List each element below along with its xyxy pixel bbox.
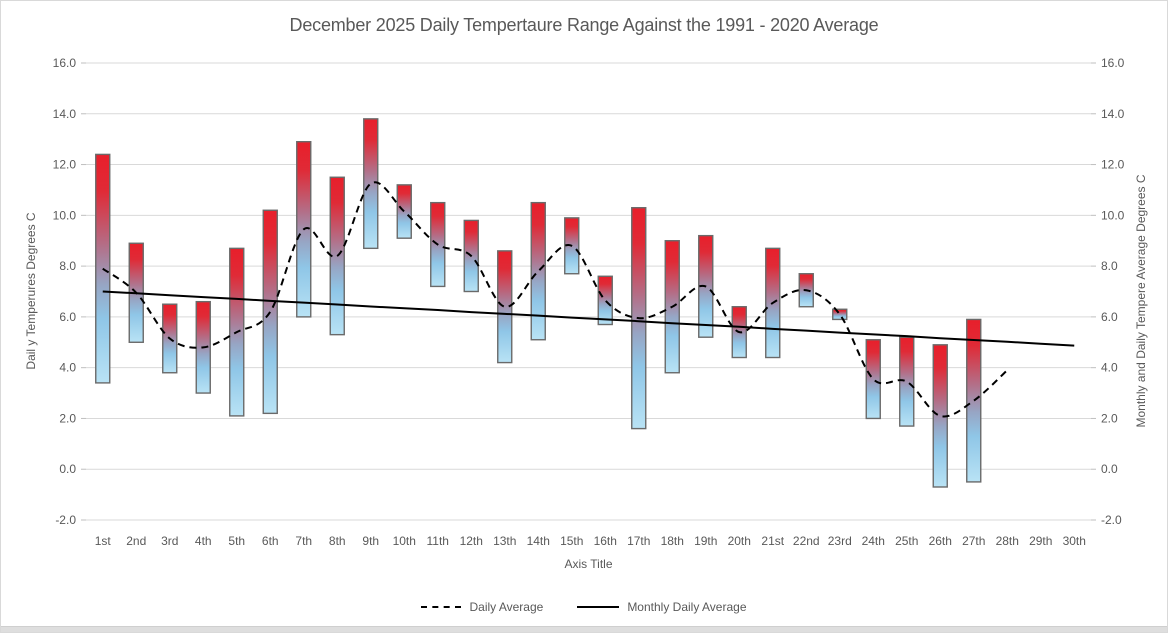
y-tick-label-right: 4.0: [1101, 361, 1118, 375]
x-tick-label: 4th: [195, 534, 212, 548]
x-tick-label: 1st: [95, 534, 112, 548]
x-tick-label: 29th: [1029, 534, 1052, 548]
x-tick-label: 9th: [362, 534, 379, 548]
range-bar-10th: [396, 184, 412, 239]
y-tick-label-left: 12.0: [53, 158, 77, 172]
x-tick-label: 5th: [228, 534, 245, 548]
x-tick-label: 12th: [460, 534, 483, 548]
y-tick-label-right: 2.0: [1101, 411, 1118, 425]
range-bar-14th: [530, 201, 546, 341]
x-tick-label: 18th: [661, 534, 684, 548]
solid-line-sample: [577, 606, 620, 608]
x-tick-label: 23rd: [828, 534, 852, 548]
range-bar-13th: [497, 250, 513, 364]
range-bar-16th: [597, 275, 613, 326]
x-tick-label: 16th: [594, 534, 617, 548]
y-tick-label-left: 16.0: [53, 56, 77, 70]
x-tick-label: 11th: [427, 534, 449, 548]
y-tick-label-right: 12.0: [1101, 158, 1125, 172]
x-tick-label: 19th: [694, 534, 717, 548]
y-tick-label-right: 8.0: [1101, 259, 1118, 273]
x-tick-label: 22nd: [793, 534, 820, 548]
y-tick-label-left: 14.0: [53, 107, 77, 121]
range-bar-24th: [865, 339, 881, 420]
y-tick-label-left: 0.0: [59, 462, 76, 476]
y-tick-label-left: 4.0: [59, 361, 76, 375]
y-tick-label-left: 8.0: [59, 259, 76, 273]
x-tick-label: 28th: [996, 534, 1019, 548]
x-tick-label: 26th: [929, 534, 952, 548]
x-tick-label: 24th: [862, 534, 885, 548]
y-tick-label-right: 14.0: [1101, 107, 1125, 121]
daily-average-line: [102, 181, 1008, 418]
x-axis-title: Axis Title: [564, 557, 613, 571]
x-tick-label: 25th: [895, 534, 918, 548]
x-tick-label: 10th: [393, 534, 416, 548]
monthly-daily-average-line: [102, 290, 1075, 347]
x-tick-label: 3rd: [161, 534, 178, 548]
range-bar-6th: [262, 209, 278, 415]
y-tick-label-left: 6.0: [59, 310, 76, 324]
legend-label-daily-average: Daily Average: [469, 600, 544, 614]
x-tick-label: 14th: [527, 534, 550, 548]
y-tick-label-left: 2.0: [59, 411, 76, 425]
chart-title: December 2025 Daily Tempertaure Range Ag…: [289, 15, 879, 35]
y-tick-label-right: 10.0: [1101, 208, 1125, 222]
x-tick-label: 21st: [761, 534, 784, 548]
y-tick-label-right: 0.0: [1101, 462, 1118, 476]
x-tick-label: 6th: [262, 534, 279, 548]
x-tick-label: 30th: [1063, 534, 1086, 548]
x-tick-label: 20th: [728, 534, 751, 548]
x-tick-label: 13th: [493, 534, 516, 548]
y-tick-label-right: -2.0: [1101, 513, 1122, 527]
legend: Daily Average Monthly Daily Average: [1, 600, 1167, 614]
legend-item-monthly-daily-average: Monthly Daily Average: [577, 600, 747, 614]
range-bar-23rd: [832, 308, 848, 321]
range-bar-25th: [899, 336, 915, 427]
y-tick-label-left: 10.0: [53, 208, 77, 222]
x-tick-label: 17th: [627, 534, 650, 548]
y-tick-label-right: 16.0: [1101, 56, 1125, 70]
x-tick-label: 15th: [560, 534, 583, 548]
x-tick-label: 8th: [329, 534, 346, 548]
bottom-strip: [1, 626, 1167, 632]
x-tick-label: 27th: [962, 534, 985, 548]
y-tick-label-left: -2.0: [55, 513, 76, 527]
y-tick-label-right: 6.0: [1101, 310, 1118, 324]
legend-item-daily-average: Daily Average: [421, 600, 543, 614]
x-tick-label: 7th: [295, 534, 312, 548]
range-bar-27th: [966, 318, 982, 483]
x-tick-label: 2nd: [126, 534, 146, 548]
range-bar-9th: [363, 118, 379, 250]
dashed-line-sample: [421, 606, 462, 608]
legend-label-monthly-daily-average: Monthly Daily Average: [627, 600, 747, 614]
